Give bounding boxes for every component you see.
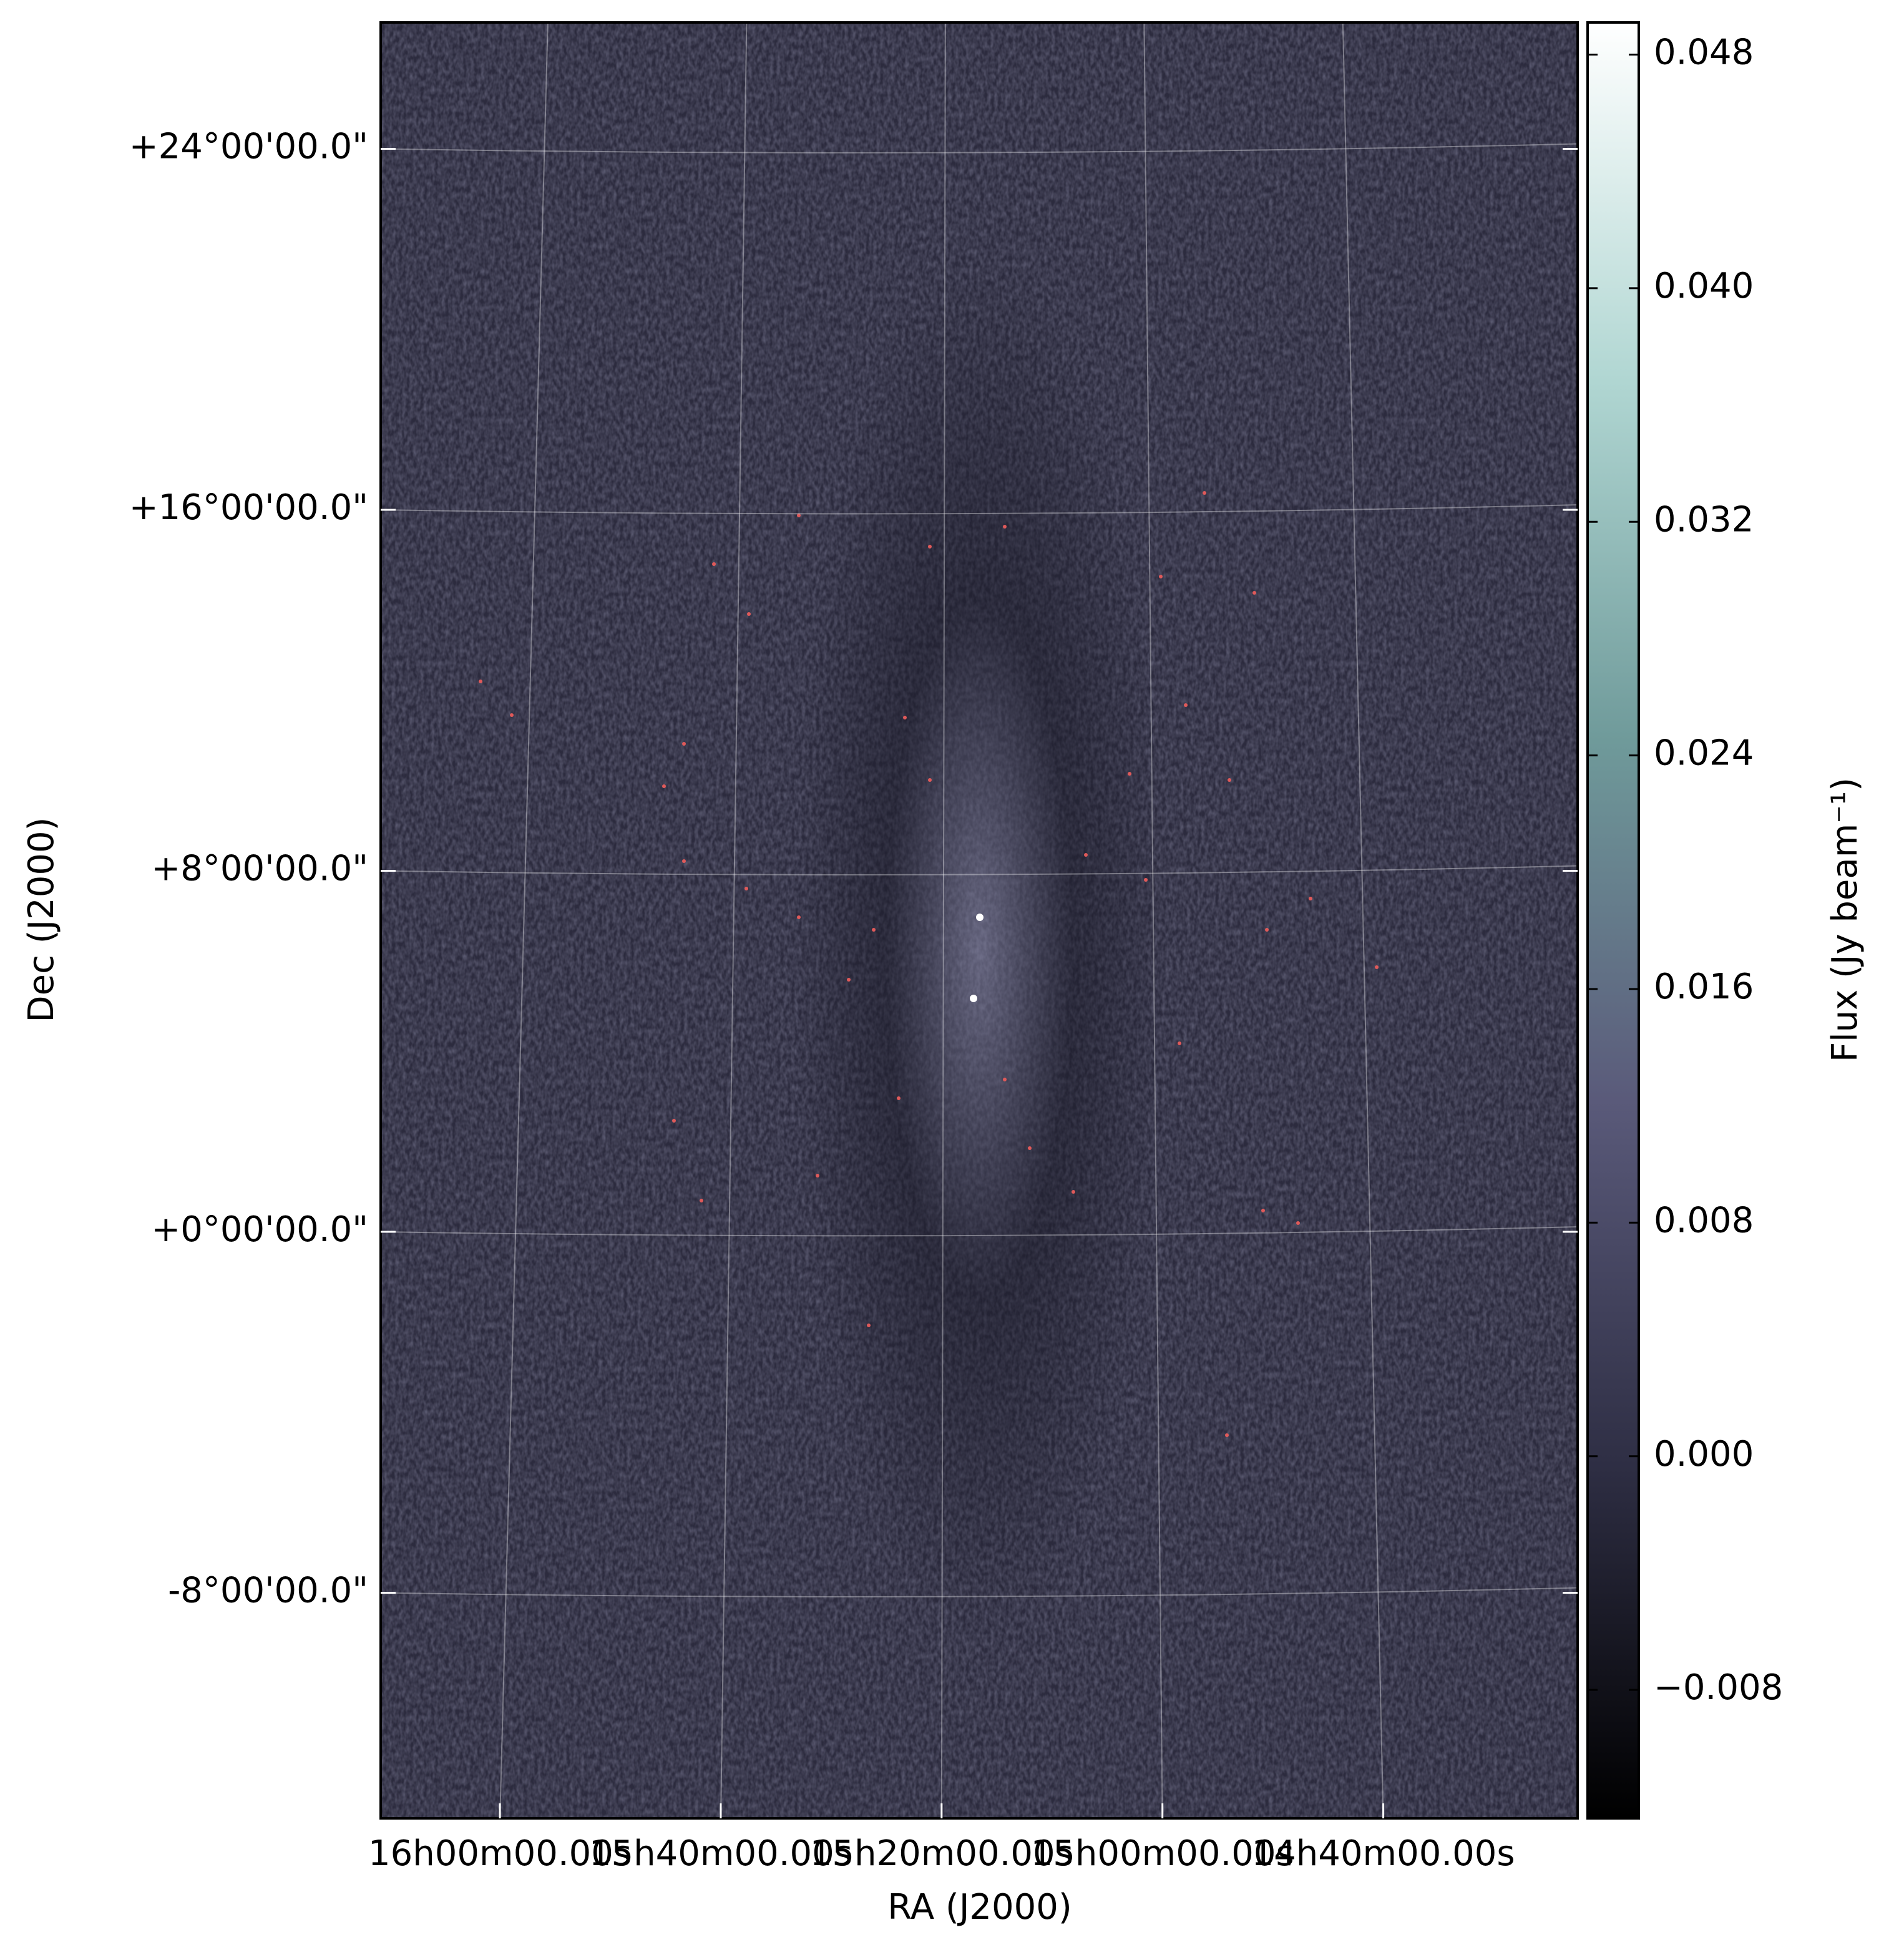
colorbar-tick-label: 0.048 — [1654, 32, 1754, 73]
sidelobe-region — [793, 250, 1167, 1647]
colorbar-tick-label: −0.008 — [1654, 1667, 1783, 1708]
x-tick-label: 15h00m00.00s — [1031, 1833, 1294, 1874]
y-axis-label: Dec (J2000) — [21, 817, 62, 1023]
plot-frame — [379, 21, 1579, 1820]
grid-line — [1342, 22, 1384, 1818]
grid-line — [381, 865, 1578, 875]
x-axis-label: RA (J2000) — [887, 1887, 1072, 1928]
colorbar-tick-label: 0.000 — [1654, 1434, 1754, 1475]
sources — [479, 491, 1379, 1437]
grid-line — [381, 504, 1578, 515]
grid-line — [381, 143, 1578, 154]
x-tick-label: 16h00m00.00s — [368, 1833, 632, 1874]
y-tick-label: +8°00'00.0" — [151, 849, 368, 889]
colorbar-tick-label: 0.032 — [1654, 499, 1754, 540]
grid-line — [720, 22, 748, 1818]
grid-line — [499, 22, 549, 1818]
grid-line — [381, 1587, 1578, 1597]
grid-line — [381, 1226, 1578, 1237]
y-tick-label: +24°00'00.0" — [129, 127, 368, 167]
colorbar-tick-label: 0.024 — [1654, 733, 1754, 774]
y-tick-label: +0°00'00.0" — [151, 1209, 368, 1250]
colorbar — [1586, 21, 1640, 1820]
grid-line — [1143, 22, 1163, 1818]
y-tick-label: +16°00'00.0" — [129, 487, 368, 528]
grid — [381, 22, 1578, 1818]
y-tick-label: -8°00'00.0" — [168, 1571, 368, 1611]
x-tick-label: 15h20m00.00s — [810, 1833, 1073, 1874]
colorbar-tick-label: 0.016 — [1654, 967, 1754, 1007]
colorbar-tick-label: 0.008 — [1654, 1200, 1754, 1241]
colorbar-label: Flux (Jy beam⁻¹) — [1825, 778, 1865, 1062]
x-tick-label: 14h40m00.00s — [1252, 1833, 1515, 1874]
x-tick-label: 15h40m00.00s — [589, 1833, 852, 1874]
grid-line — [940, 22, 946, 1818]
sky-image — [381, 22, 1578, 1818]
colorbar-tick-label: 0.040 — [1654, 266, 1754, 306]
